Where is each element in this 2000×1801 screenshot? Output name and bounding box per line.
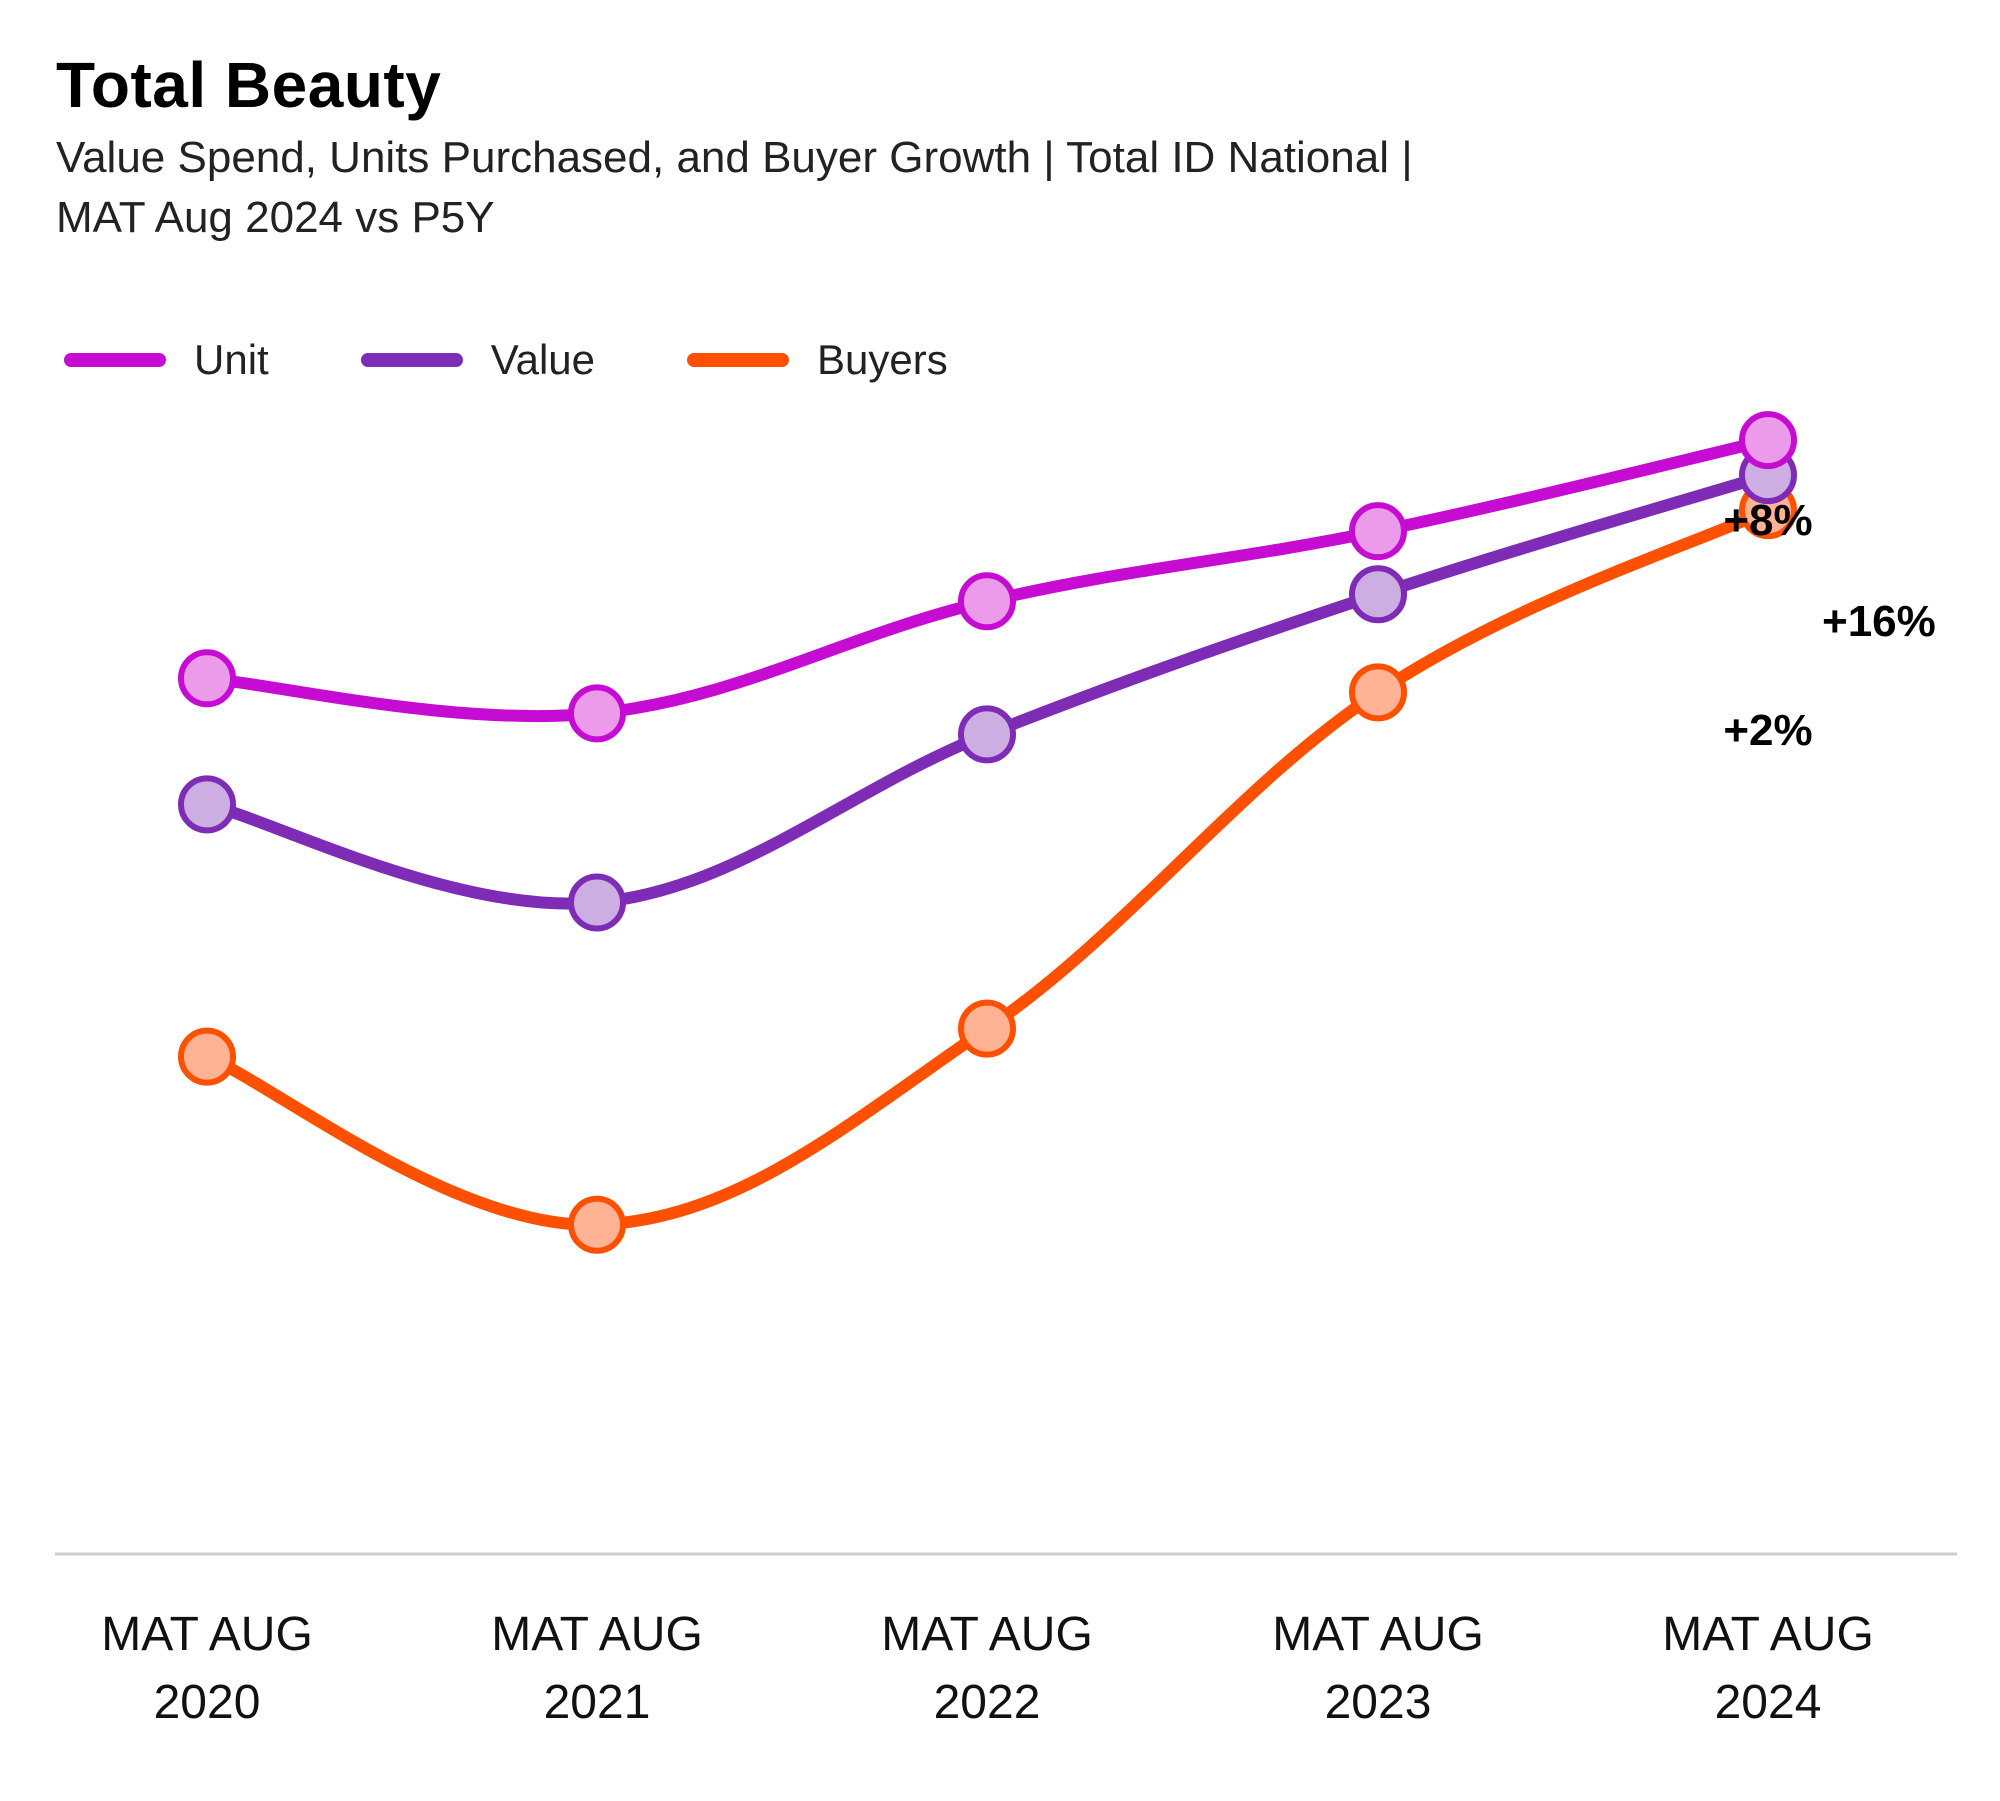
x-tick-label-0: MAT AUG 2020 bbox=[101, 1608, 313, 1729]
end-label-buyers: +2% bbox=[1723, 706, 1812, 755]
data-point-buyers-3 bbox=[1349, 663, 1407, 722]
legend-item-unit: Unit bbox=[64, 336, 269, 384]
end-label-value: +16% bbox=[1822, 597, 1936, 646]
data-point-unit-0 bbox=[178, 649, 236, 708]
data-point-value-2 bbox=[958, 705, 1016, 764]
data-point-buyers-2 bbox=[958, 999, 1016, 1058]
data-point-value-1 bbox=[568, 873, 626, 932]
legend-swatch-value bbox=[360, 353, 463, 367]
x-axis-ticks: MAT AUG 2020 MAT AUG 2021 MAT AUG 2022 MAT AUG… bbox=[101, 1608, 1874, 1729]
legend-item-value: Value bbox=[360, 336, 596, 384]
legend-label-unit: Unit bbox=[194, 336, 269, 383]
series-buyers bbox=[178, 481, 1797, 1254]
end-labels: +8% +16% +2% bbox=[1723, 496, 1935, 755]
data-point-value-0 bbox=[178, 775, 236, 834]
legend-swatch-unit bbox=[64, 353, 166, 367]
legend-item-buyers: Buyers bbox=[687, 336, 948, 384]
data-point-unit-1 bbox=[568, 684, 626, 743]
series-value bbox=[178, 446, 1797, 932]
data-point-unit-4 bbox=[1739, 411, 1797, 470]
chart-title: Total Beauty bbox=[56, 49, 442, 121]
legend-label-buyers: Buyers bbox=[817, 336, 948, 383]
legend-label-value: Value bbox=[490, 336, 596, 383]
subtitle-line-2: MAT Aug 2024 vs P5Y bbox=[56, 193, 495, 242]
series-unit bbox=[178, 411, 1797, 743]
data-point-buyers-0 bbox=[178, 1027, 236, 1086]
chart-legend: Unit Value Buyers bbox=[64, 330, 1040, 390]
data-point-buyers-1 bbox=[568, 1195, 626, 1254]
series-layer bbox=[178, 411, 1797, 1254]
subtitle-line-1: Value Spend, Units Purchased, and Buyer … bbox=[56, 133, 1413, 182]
x-tick-label-1: MAT AUG 2021 bbox=[491, 1608, 703, 1729]
legend-swatch-buyers bbox=[687, 353, 790, 367]
x-tick-label-3: MAT AUG 2023 bbox=[1272, 1608, 1484, 1729]
data-point-unit-3 bbox=[1349, 502, 1407, 561]
x-tick-label-4: MAT AUG 2024 bbox=[1662, 1608, 1874, 1729]
data-point-unit-2 bbox=[958, 572, 1016, 631]
series-line-value bbox=[201, 469, 1774, 910]
x-tick-label-2: MAT AUG 2022 bbox=[881, 1608, 1093, 1729]
end-label-unit: +8% bbox=[1723, 496, 1812, 545]
data-point-value-3 bbox=[1349, 565, 1407, 624]
chart-subtitle: Value Spend, Units Purchased, and Buyer … bbox=[56, 128, 1756, 248]
